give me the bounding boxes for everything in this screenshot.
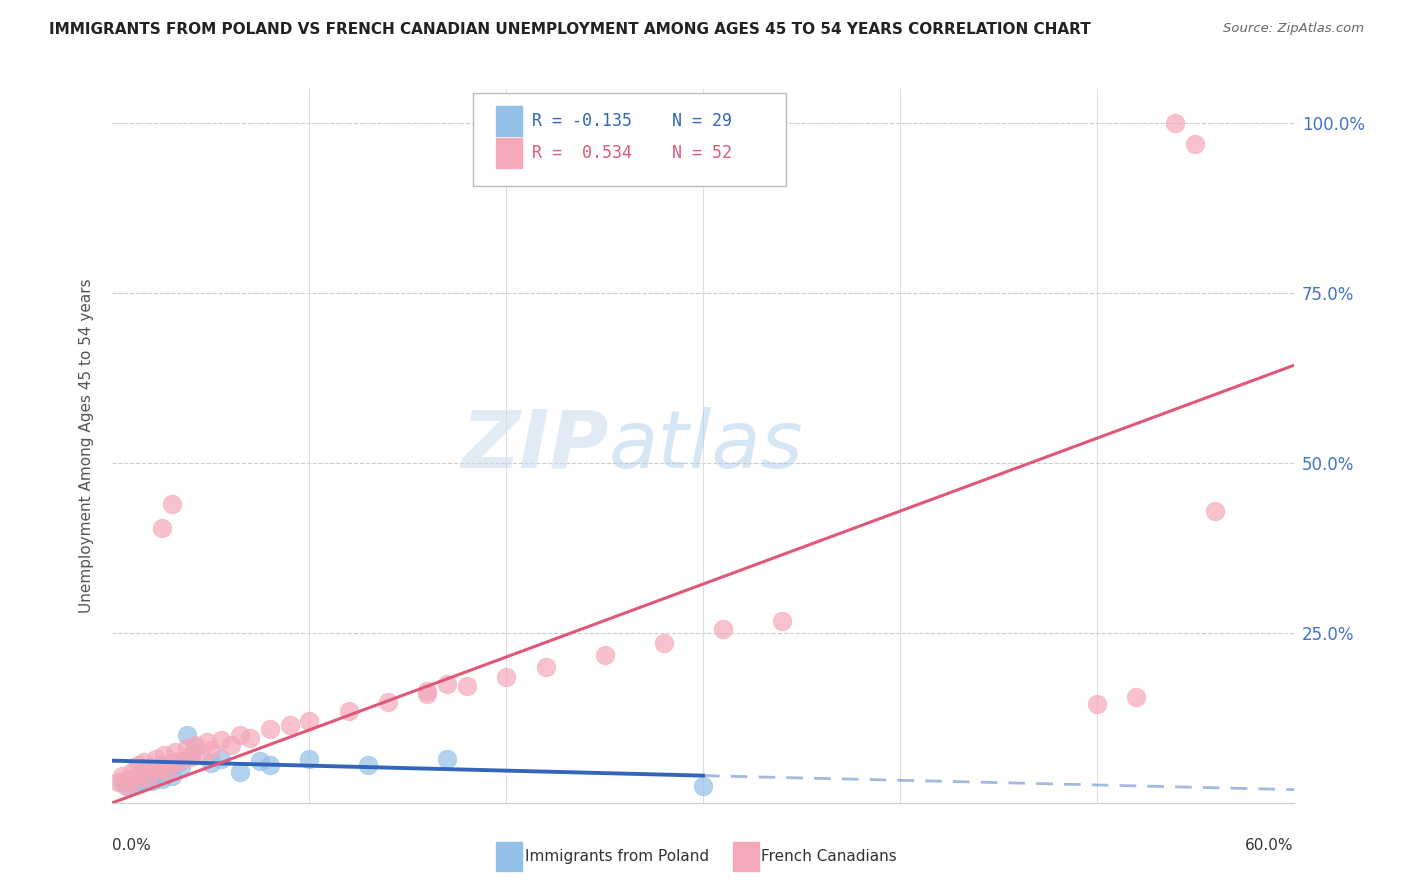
Point <box>136 770 159 784</box>
Point <box>416 683 439 698</box>
Point <box>107 775 129 789</box>
Point <box>456 679 478 693</box>
Point <box>436 751 458 765</box>
Point <box>160 769 183 783</box>
Y-axis label: Unemployment Among Ages 45 to 54 years: Unemployment Among Ages 45 to 54 years <box>79 278 94 614</box>
Text: R = -0.135    N = 29: R = -0.135 N = 29 <box>531 112 731 130</box>
Point <box>298 714 321 729</box>
Point <box>145 767 167 781</box>
Point <box>1164 116 1187 130</box>
Point <box>165 745 187 759</box>
Point <box>259 723 281 737</box>
Point <box>136 772 159 786</box>
Point <box>117 779 139 793</box>
Point <box>209 733 232 747</box>
Text: Immigrants from Poland: Immigrants from Poland <box>524 849 709 863</box>
Point <box>219 738 242 752</box>
Point <box>259 758 281 772</box>
Point <box>436 677 458 691</box>
Point <box>131 765 153 780</box>
Point <box>278 717 301 731</box>
Text: IMMIGRANTS FROM POLAND VS FRENCH CANADIAN UNEMPLOYMENT AMONG AGES 45 TO 54 YEARS: IMMIGRANTS FROM POLAND VS FRENCH CANADIA… <box>49 22 1091 37</box>
Point <box>298 751 321 765</box>
Point <box>200 743 222 757</box>
Text: R =  0.534    N = 52: R = 0.534 N = 52 <box>531 145 731 162</box>
Text: Source: ZipAtlas.com: Source: ZipAtlas.com <box>1223 22 1364 36</box>
Text: 0.0%: 0.0% <box>112 838 152 854</box>
Point <box>115 779 138 793</box>
Point <box>200 756 222 771</box>
Point <box>150 772 173 786</box>
Point <box>152 758 174 772</box>
Point <box>111 775 134 789</box>
Point <box>239 731 262 746</box>
FancyBboxPatch shape <box>472 93 786 186</box>
Point <box>229 728 252 742</box>
Point <box>127 769 149 783</box>
Point <box>1125 690 1147 705</box>
Point <box>121 775 143 789</box>
Point <box>377 695 399 709</box>
Point <box>131 767 153 781</box>
Point <box>176 741 198 756</box>
Point <box>132 755 155 769</box>
Point <box>195 734 218 748</box>
Point <box>156 765 179 780</box>
Bar <box>496 842 522 871</box>
Point <box>111 769 134 783</box>
Point <box>145 751 167 765</box>
Point <box>150 520 173 534</box>
Point <box>165 755 187 769</box>
Point <box>141 762 163 776</box>
Point <box>249 754 271 768</box>
Text: French Canadians: French Canadians <box>761 849 897 863</box>
Point <box>593 648 616 662</box>
Point <box>149 763 172 777</box>
Point <box>1184 136 1206 151</box>
Point <box>121 765 143 780</box>
Point <box>190 747 212 761</box>
Point <box>156 763 179 777</box>
Point <box>125 770 148 784</box>
Point <box>176 728 198 742</box>
Point <box>141 762 163 776</box>
Point <box>1204 503 1226 517</box>
Point <box>770 614 793 628</box>
Point <box>117 772 139 786</box>
Bar <box>496 138 522 169</box>
Point <box>170 754 193 768</box>
Bar <box>496 106 522 136</box>
Point <box>127 758 149 772</box>
Point <box>534 660 557 674</box>
Point <box>357 758 380 772</box>
Point <box>184 740 207 755</box>
Bar <box>733 842 758 871</box>
Text: 60.0%: 60.0% <box>1246 838 1294 854</box>
Point <box>180 748 202 763</box>
Point <box>121 772 143 786</box>
Point <box>229 765 252 780</box>
Point <box>125 777 148 791</box>
Point <box>209 751 232 765</box>
Point <box>150 758 173 772</box>
Point <box>170 760 193 774</box>
Point <box>184 738 207 752</box>
Point <box>416 687 439 701</box>
Text: atlas: atlas <box>609 407 803 485</box>
Point <box>131 775 153 789</box>
Point <box>337 704 360 718</box>
Point <box>160 756 183 771</box>
Point <box>141 774 163 789</box>
Point <box>495 670 517 684</box>
Text: ZIP: ZIP <box>461 407 609 485</box>
Point <box>1085 698 1108 712</box>
Point <box>160 497 183 511</box>
Point <box>152 748 174 763</box>
Point <box>692 779 714 793</box>
Point <box>652 636 675 650</box>
Point <box>180 749 202 764</box>
Point <box>711 623 734 637</box>
